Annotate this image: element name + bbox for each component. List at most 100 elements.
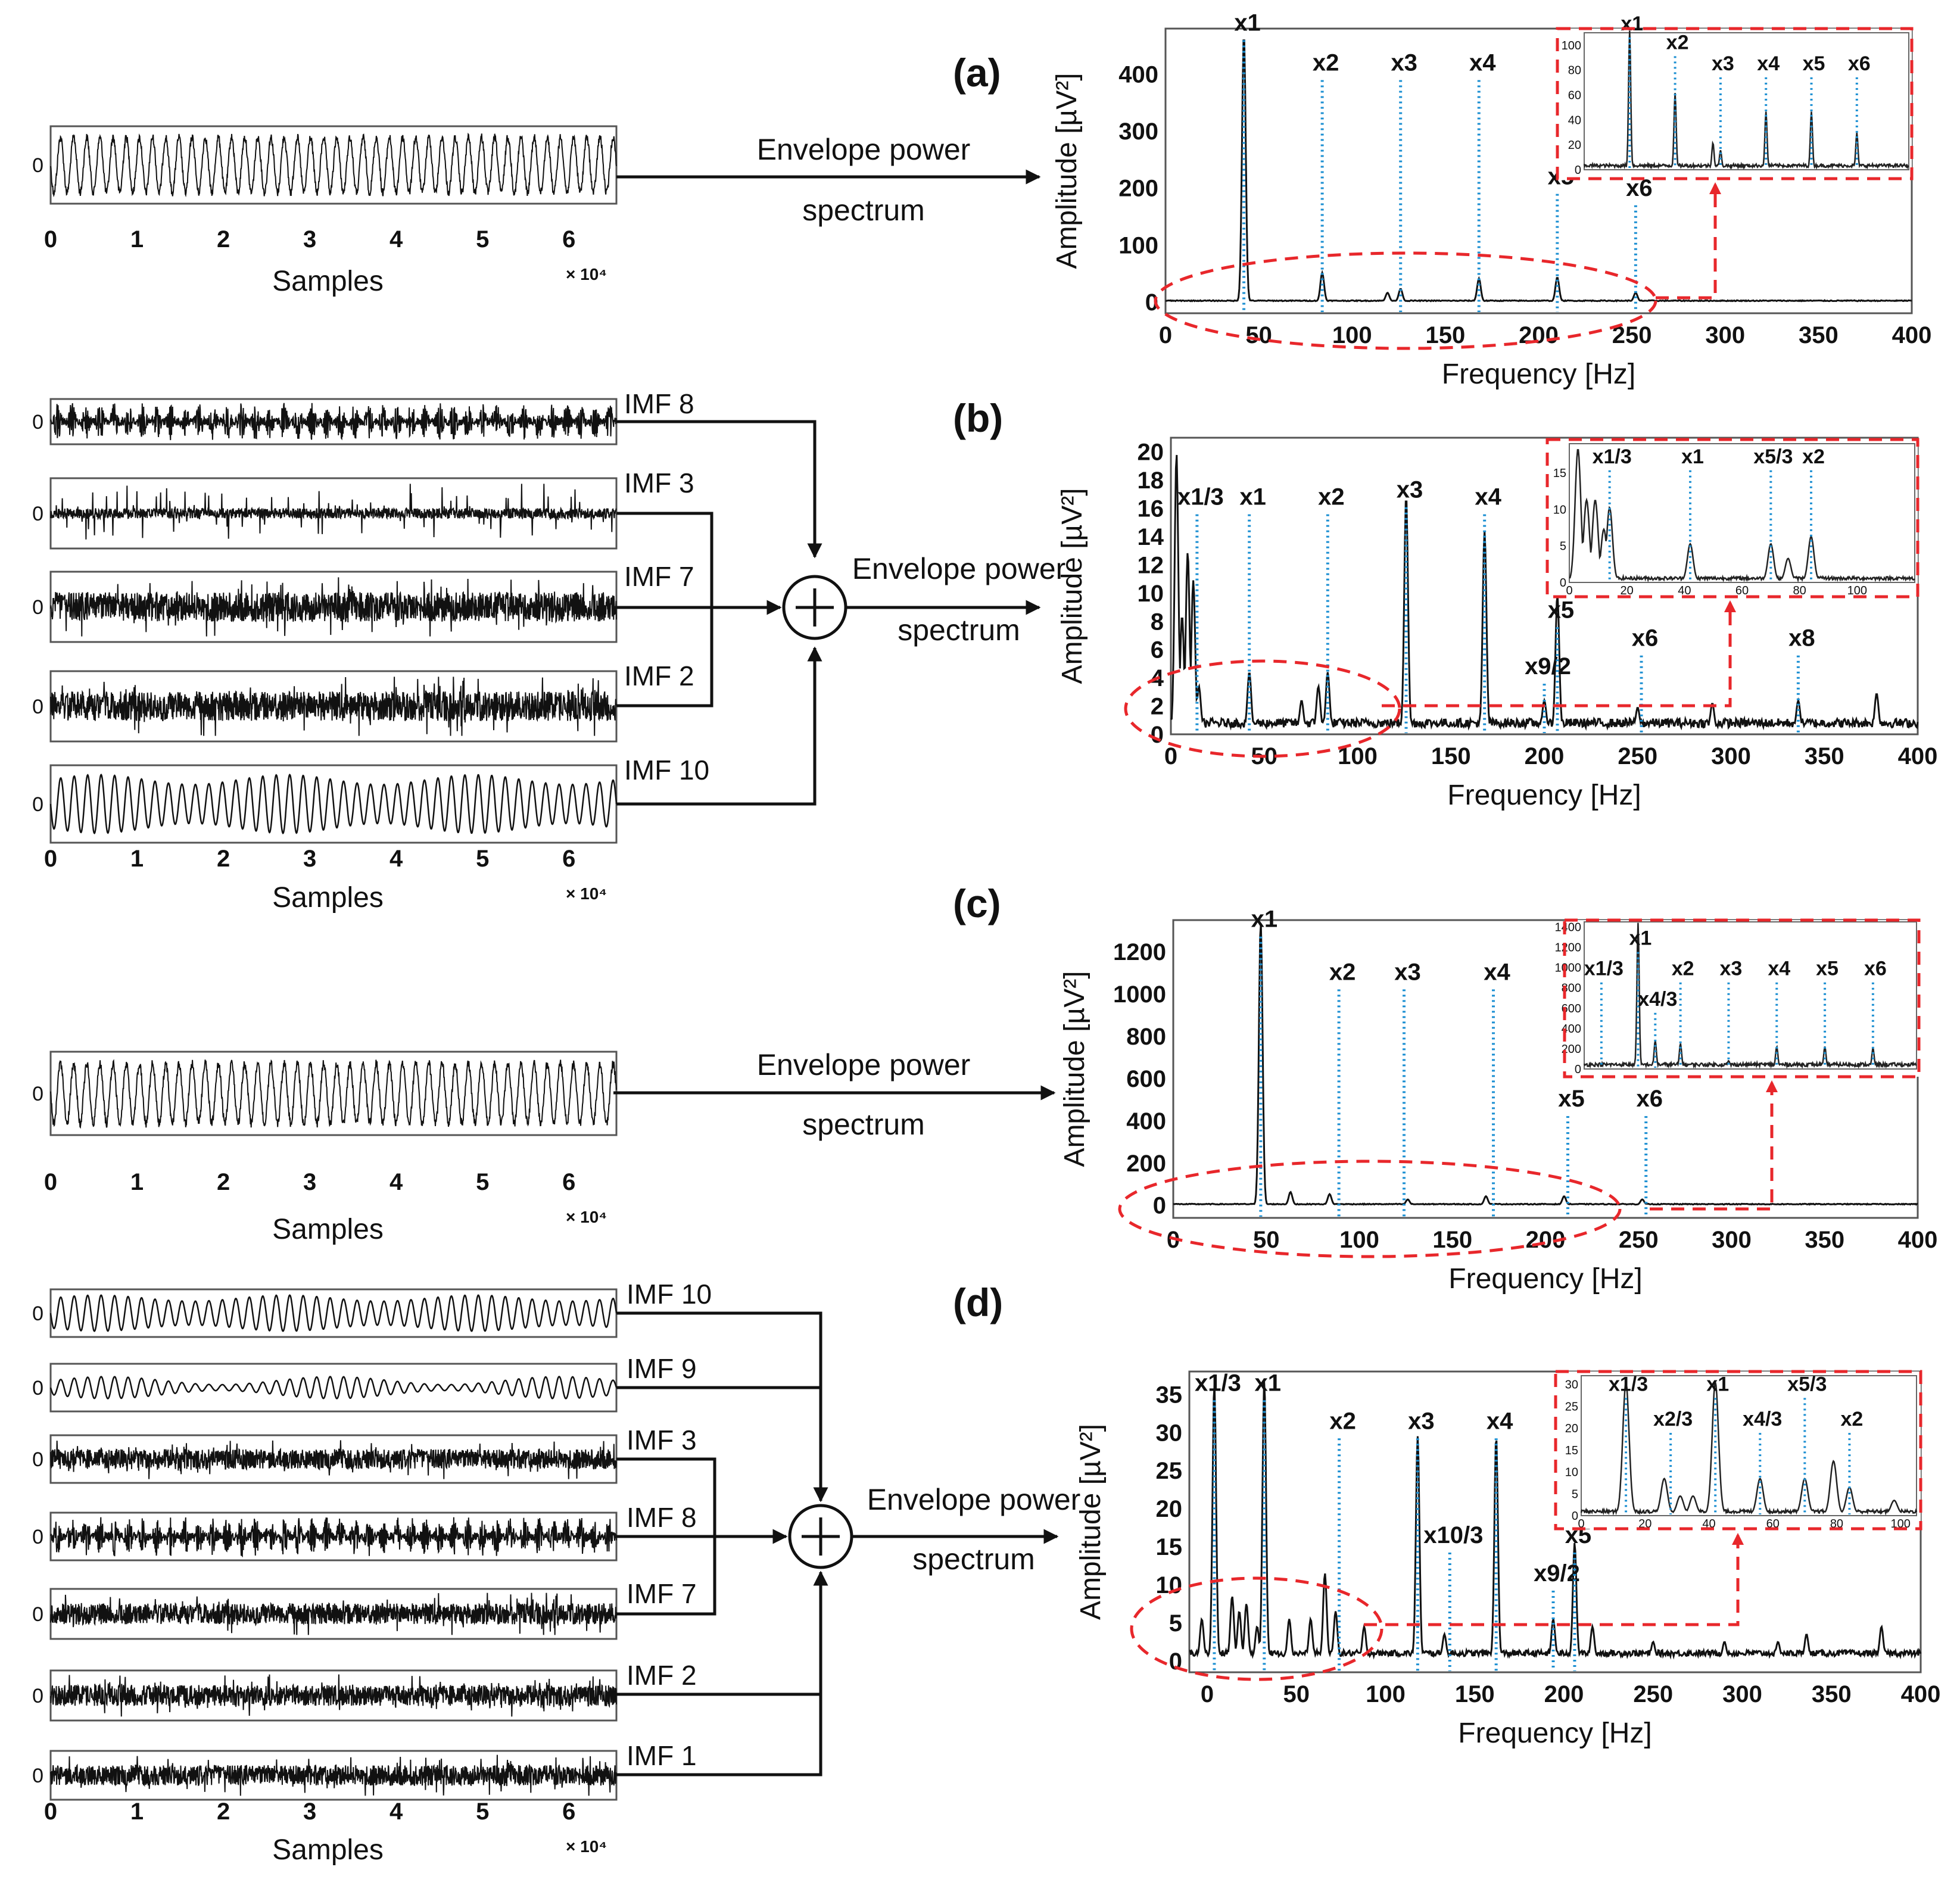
inset-y-tick: 5	[1560, 540, 1566, 553]
inset-y-tick: 5	[1572, 1488, 1578, 1501]
sample-tick-label: 4	[389, 846, 403, 872]
sample-tick-label: 5	[476, 226, 489, 253]
y-tick-label: 10	[1138, 581, 1164, 607]
arrow-label-d-line2: spectrum	[912, 1542, 1035, 1576]
signal-zero-label: 0	[32, 1765, 43, 1787]
y-tick-label: 0	[1169, 1648, 1182, 1675]
inset-y-tick: 15	[1553, 467, 1566, 480]
harmonic-label: x9/2	[1525, 653, 1571, 680]
inset-y-tick: 800	[1562, 982, 1581, 995]
signal-d-1: 0 IMF 10	[32, 1279, 712, 1338]
signal-zero-label: 0	[32, 696, 43, 718]
sample-tick-label: 3	[303, 1799, 316, 1825]
inset-b: x1/3 x1 x5/3 x2 0 5 10 15 0 20 40 60 80 100	[1545, 438, 1920, 599]
imf-label: IMF 2	[627, 1660, 697, 1691]
panel-label-a: (a)	[953, 51, 1001, 95]
arrow-label-a-line1: Envelope power	[757, 133, 971, 166]
zoom-region-ellipse	[1154, 251, 1657, 350]
connector-b: Envelope power spectrum	[616, 420, 1065, 806]
sample-axis-title: Samples	[272, 1834, 384, 1866]
connector-d: Envelope power spectrum	[616, 1311, 1080, 1776]
x-tick-label: 350	[1805, 743, 1844, 769]
y-tick-label: 1000	[1113, 981, 1166, 1008]
inset-harmonic-label: x1	[1706, 1373, 1729, 1395]
signals-panel-b: 0 IMF 8 0 IMF 3 0 IMF 7 0 IMF 2 0 IMF 10 0 1 2 3 4 5 6 Sa…	[32, 388, 709, 914]
x-tick-label: 200	[1544, 1681, 1584, 1707]
signal-trace	[50, 677, 617, 736]
sample-axis-b: 0 1 2 3 4 5 6 Samples × 10⁴	[44, 846, 607, 914]
y-tick-label: 300	[1118, 119, 1158, 145]
inset-y-tick: 100	[1562, 39, 1581, 52]
y-tick-label: 0	[1145, 289, 1158, 316]
y-tick-label: 8	[1151, 609, 1164, 635]
imf-label: IMF 3	[627, 1425, 697, 1455]
inset-spectrum-line	[1583, 30, 1909, 170]
signal-trace	[49, 774, 618, 834]
signal-d-3: 0 IMF 3	[32, 1425, 697, 1484]
inset-y-tick: 10	[1565, 1466, 1578, 1479]
signal-zero-label: 0	[32, 154, 43, 177]
signal-zero-label: 0	[32, 411, 43, 434]
x-tick-label: 350	[1812, 1681, 1852, 1707]
harmonic-label: x3	[1397, 477, 1423, 503]
y-tick-label: 0	[1153, 1193, 1166, 1219]
sample-axis-multiplier: × 10⁴	[566, 884, 607, 903]
signal-trace	[50, 1754, 617, 1796]
arrow-label-c-line1: Envelope power	[757, 1048, 971, 1081]
sample-axis-title: Samples	[272, 1214, 384, 1245]
harmonic-label: x1/3	[1195, 1370, 1241, 1396]
inset-harmonic-label: x5/3	[1787, 1373, 1827, 1395]
y-tick-label: 5	[1169, 1610, 1182, 1637]
inset-y-tick: 15	[1565, 1444, 1578, 1457]
x-axis-title: Frequency [Hz]	[1448, 1263, 1642, 1295]
harmonic-label: x2	[1318, 484, 1345, 510]
inset-x-tick: 100	[1847, 584, 1867, 597]
sample-tick-label: 0	[44, 226, 57, 253]
imf-label: IMF 8	[624, 388, 694, 419]
sample-tick-label: 5	[476, 1799, 489, 1825]
harmonic-label: x4	[1487, 1408, 1513, 1434]
inset-red-border	[1563, 918, 1921, 1079]
signal-b-2: 0 IMF 3	[32, 467, 694, 550]
y-tick-label: 12	[1138, 552, 1164, 578]
signal-d-2: 0 IMF 9	[32, 1353, 697, 1413]
inset-harmonic-label: x3	[1720, 958, 1743, 980]
harmonic-label: x2	[1313, 49, 1339, 76]
x-tick-label: 150	[1431, 743, 1471, 769]
inset-harmonic-label: x5	[1803, 52, 1825, 75]
x-tick-label: 0	[1201, 1681, 1214, 1707]
y-tick-label: 200	[1126, 1151, 1166, 1177]
x-tick-label: 50	[1245, 322, 1272, 348]
inset-frame	[1584, 32, 1909, 170]
signal-d-4: 0 IMF 8	[32, 1502, 697, 1561]
x-axis-title: Frequency [Hz]	[1458, 1718, 1651, 1749]
signal-trace	[50, 484, 617, 540]
signal-zero-label: 0	[32, 1302, 43, 1325]
signal-trace	[50, 403, 617, 441]
imf-label: IMF 3	[624, 467, 694, 498]
harmonic-label: x2	[1329, 959, 1356, 985]
y-tick-label: 20	[1138, 440, 1164, 466]
signal-trace	[50, 1592, 617, 1635]
sample-tick-label: 0	[44, 1169, 57, 1195]
signal-trace	[50, 1059, 617, 1129]
y-axis-title: Amplitude [µV²]	[1051, 73, 1083, 269]
x-tick-label: 0	[1164, 743, 1177, 769]
zoom-region-ellipse	[1130, 1576, 1383, 1681]
harmonic-label: x3	[1408, 1408, 1435, 1434]
zoom-connector	[1382, 600, 1736, 707]
sample-tick-label: 3	[303, 226, 316, 253]
y-tick-label: 2	[1151, 694, 1164, 720]
signal-zero-label: 0	[32, 596, 43, 619]
signal-trace	[49, 1376, 618, 1400]
inset-spectrum-line	[1580, 1380, 1918, 1516]
signal-b-4: 0 IMF 2	[32, 660, 694, 743]
x-axis-title: Frequency [Hz]	[1442, 359, 1635, 390]
y-axis-title: Amplitude [µV²]	[1057, 488, 1088, 684]
sample-tick-label: 3	[303, 1169, 316, 1195]
sample-tick-label: 1	[130, 1169, 144, 1195]
harmonic-label: x4	[1469, 49, 1496, 76]
